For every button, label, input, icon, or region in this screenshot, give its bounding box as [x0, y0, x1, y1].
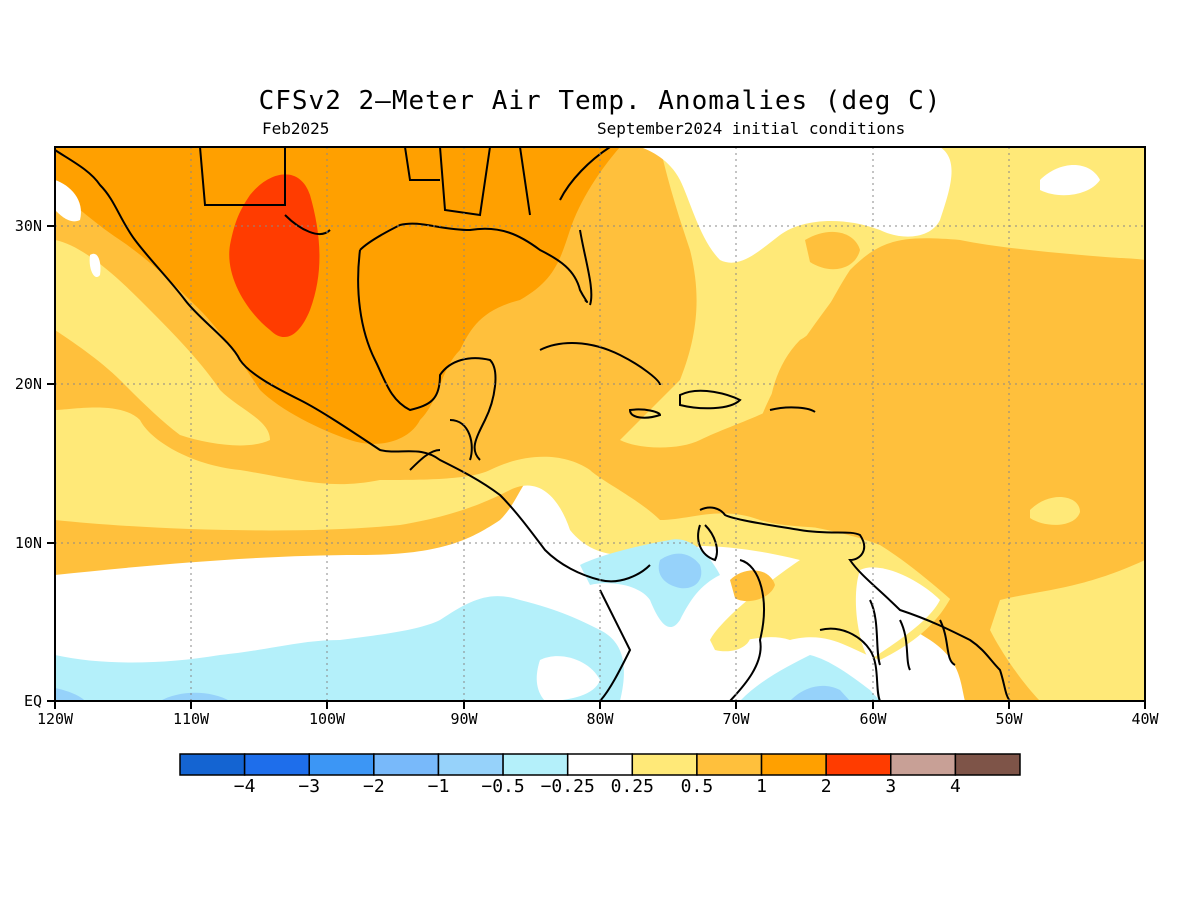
colorbar-swatch [373, 753, 440, 776]
field-neg1-neg0.5-amazon [790, 685, 850, 701]
field-neutral-baja-spot [89, 253, 101, 278]
field-neg1-neg0.5-pacific-west [55, 688, 85, 701]
field-0.5-1-venezuela [730, 570, 775, 602]
colorbar-label: −2 [363, 776, 385, 797]
graticule [55, 147, 1145, 701]
colorbar-label: −3 [298, 776, 321, 797]
field-1-2-mexico [55, 147, 620, 444]
colorbar-label: 2 [820, 776, 832, 797]
colorbar-swatch [760, 753, 827, 776]
colorbar-label: 0.25 [610, 776, 654, 797]
field-neg0.5-neg0.25-pacific [55, 596, 624, 701]
colorbar-swatch [696, 753, 763, 776]
y-tick-label-30n: 30N [14, 217, 42, 235]
colorbar-swatch [825, 753, 892, 776]
colorbar [179, 753, 1021, 776]
x-tick-label-40w: 40W [1131, 710, 1159, 728]
field-0.5-1-atlantic-blob [805, 231, 860, 270]
forecast-month: Feb2025 [262, 119, 330, 138]
field-0.5-1-atlantic [700, 257, 1145, 620]
field-neutral-pacific-south [536, 656, 600, 701]
colorbar-label: −0.25 [540, 776, 595, 797]
field-2-3-mexico [229, 174, 320, 338]
field-neg1-neg0.5-colombia [658, 553, 702, 589]
field-0.5-1-caribbean-south [710, 624, 751, 652]
colorbar-label: 0.5 [680, 776, 714, 797]
field-0.25-0.5-southeast [990, 560, 1145, 701]
colorbar-swatch [566, 753, 634, 776]
colorbar-swatch [890, 753, 957, 776]
colorbar-label: 4 [949, 776, 961, 797]
field-neutral-atlantic-ne [1040, 165, 1100, 196]
anomaly-fields [55, 147, 1145, 701]
coastlines [55, 147, 1011, 701]
axis-ticks [47, 225, 1146, 709]
colorbar-swatch [631, 753, 698, 776]
chart-title: CFSv2 2–Meter Air Temp. Anomalies (deg C… [258, 86, 942, 116]
colorbar-label: −0.5 [481, 776, 525, 797]
field-neg1-neg0.5-pacific [160, 692, 230, 701]
field-neutral-baja-west [55, 180, 81, 222]
field-0.25-0.5-baja [55, 240, 270, 446]
colorbar-label: 1 [756, 776, 767, 797]
colorbar-swatch [243, 753, 310, 776]
colorbar-label: −4 [233, 776, 256, 797]
x-tick-label-100w: 100W [308, 710, 346, 728]
y-tick-label-eq: EQ [23, 692, 42, 710]
y-tick-label-20n: 20N [14, 375, 42, 393]
initial-conditions: September2024 initial conditions [597, 119, 906, 138]
colorbar-label: −1 [427, 776, 450, 797]
x-tick-label-120w: 120W [36, 710, 74, 728]
field-neutral-atlantic [640, 147, 952, 263]
colorbar-swatch [179, 753, 246, 776]
colorbar-swatch [437, 753, 504, 776]
x-tick-label-110w: 110W [172, 710, 210, 728]
x-tick-label-80w: 80W [586, 710, 614, 728]
colorbar-swatch [502, 753, 569, 776]
colorbar-swatch [308, 753, 375, 776]
y-tick-label-10n: 10N [14, 534, 42, 552]
x-tick-label-60w: 60W [859, 710, 887, 728]
colorbar-label: 3 [885, 776, 897, 797]
x-tick-label-50w: 50W [995, 710, 1023, 728]
x-tick-label-90w: 90W [450, 710, 478, 728]
colorbar-swatch [954, 753, 1021, 776]
field-neg0.5-neg0.25-amazon [740, 655, 880, 701]
x-tick-label-70w: 70W [722, 710, 750, 728]
field-0.25-0.5-atlantic-blob [1030, 497, 1080, 525]
